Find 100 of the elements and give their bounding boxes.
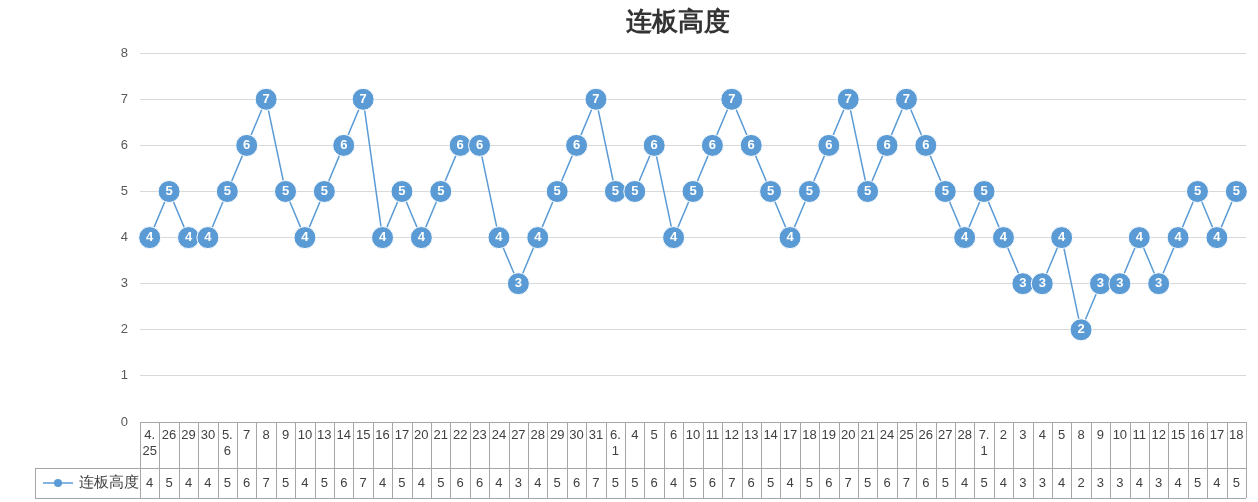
x-tick-label: 14: [763, 427, 778, 443]
category-label: 4: [301, 229, 309, 245]
data-label: 4: [999, 474, 1008, 490]
x-tick-label: 17: [394, 427, 410, 443]
data-label: 5: [689, 474, 697, 490]
legend-label: 连板高度: [79, 473, 139, 491]
data-label: 7: [359, 474, 367, 490]
category-label: 4: [146, 229, 154, 245]
data-label: 7: [844, 474, 852, 490]
category-label: 5: [980, 183, 988, 199]
category-label: 6: [243, 136, 251, 152]
category-label: 6: [883, 136, 891, 152]
chart-title: 连板高度: [625, 6, 730, 37]
category-label: 7: [592, 90, 600, 106]
x-tick-label: 17: [782, 427, 798, 443]
y-tick-label: 4: [120, 229, 128, 245]
category-label: 4: [1174, 229, 1182, 245]
data-label: 4: [495, 474, 503, 490]
y-tick-label: 5: [120, 183, 128, 199]
data-label: 6: [340, 474, 348, 490]
data-label: 6: [475, 474, 484, 490]
x-tick-label: 10: [297, 427, 313, 443]
x-tick-label: 18: [802, 427, 817, 443]
y-tick-label: 0: [120, 413, 128, 429]
x-tick-label: 12: [1151, 427, 1166, 443]
category-label: 7: [359, 90, 367, 106]
category-label: 3: [1019, 275, 1027, 291]
category-label: 4: [786, 229, 794, 245]
category-label: 4: [1213, 229, 1221, 245]
category-label: 5: [864, 183, 872, 199]
data-label: 5: [611, 474, 619, 490]
category-label: 5: [1232, 183, 1240, 199]
x-tick-label: 30: [569, 427, 584, 443]
x-tick-label: 8: [1077, 427, 1085, 443]
category-label: 4: [204, 229, 212, 245]
category-label: 3: [1038, 275, 1046, 291]
category-label: 5: [281, 183, 290, 199]
data-label: 7: [728, 474, 736, 490]
x-tick-label: 21: [860, 427, 875, 443]
data-label: 7: [592, 474, 600, 490]
x-tick-label: 15: [1170, 427, 1186, 443]
x-tick-label: 23: [472, 427, 487, 443]
x-tick-label: 27: [511, 427, 526, 443]
data-label: 4: [1174, 474, 1182, 490]
x-tick-label: 4.25: [142, 427, 157, 458]
x-tick-label: 19: [821, 427, 837, 443]
category-label: 3: [514, 275, 522, 291]
category-label: 4: [378, 229, 387, 245]
category-label: 5: [553, 183, 561, 199]
x-tick-label: 26: [161, 427, 177, 443]
data-label: 4: [301, 474, 309, 490]
category-label: 6: [747, 136, 755, 152]
x-tick-label: 17: [1209, 427, 1225, 443]
data-label: 4: [184, 474, 193, 490]
y-tick-label: 7: [120, 90, 128, 106]
x-tick-label: 28: [530, 427, 546, 443]
category-label: 5: [631, 183, 639, 199]
data-label: 5: [437, 474, 445, 490]
data-label: 6: [922, 474, 930, 490]
x-tick-label: 8: [262, 427, 270, 443]
data-label: 4: [1213, 474, 1221, 490]
y-tick-label: 1: [120, 367, 128, 383]
y-tick-label: 3: [120, 275, 128, 291]
data-label: 3: [1019, 474, 1027, 490]
y-tick-label: 6: [120, 136, 128, 152]
x-tick-label: 26: [918, 427, 934, 443]
x-tick-label: 7: [243, 427, 251, 443]
data-label: 5: [631, 474, 639, 490]
category-label: 7: [728, 90, 736, 106]
x-tick-label: 18: [1229, 427, 1244, 443]
data-label: 3: [1038, 474, 1046, 490]
x-tick-label: 5: [1058, 427, 1066, 443]
data-label: 4: [204, 474, 212, 490]
data-label: 6: [243, 474, 251, 490]
data-label: 4: [1135, 474, 1143, 490]
category-label: 6: [825, 136, 833, 152]
x-tick-label: 6.1: [609, 427, 621, 458]
category-label: 6: [456, 136, 464, 152]
data-label: 6: [825, 474, 833, 490]
data-label: 3: [1155, 474, 1163, 490]
data-label: 5: [223, 474, 231, 490]
x-tick-label: 30: [200, 427, 216, 443]
category-label: 3: [1116, 275, 1124, 291]
x-tick-label: 25: [899, 427, 914, 443]
category-label: 5: [398, 183, 406, 199]
category-label: 6: [922, 136, 930, 152]
data-label: 6: [572, 474, 581, 490]
data-label: 4: [378, 474, 387, 490]
category-label: 6: [475, 136, 484, 152]
category-label: 3: [1155, 275, 1163, 291]
category-label: 7: [262, 90, 270, 106]
data-label: 5: [1193, 474, 1202, 490]
y-tick-label: 8: [120, 44, 128, 60]
x-tick-label: 9: [281, 427, 290, 443]
category-label: 4: [495, 229, 503, 245]
category-label: 4: [1058, 229, 1066, 245]
data-label: 4: [961, 474, 969, 490]
category-label: 5: [437, 183, 445, 199]
data-label: 5: [805, 474, 814, 490]
category-label: 6: [572, 136, 581, 152]
